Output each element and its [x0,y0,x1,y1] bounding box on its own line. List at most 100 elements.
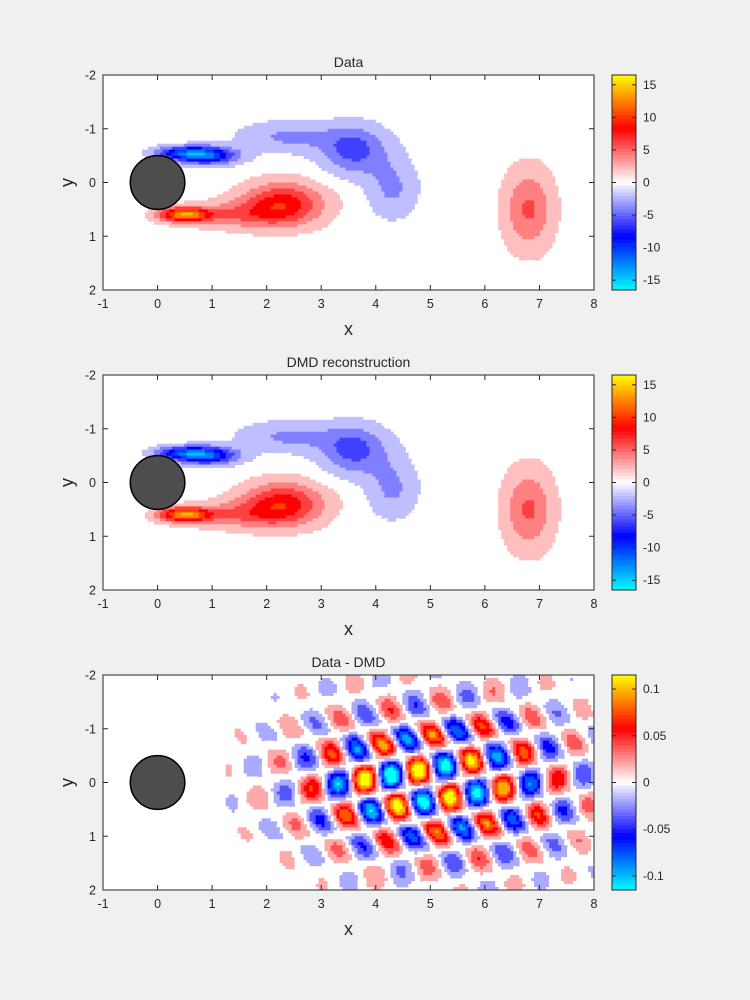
heatmap-cell [273,182,278,186]
heatmap-cell [402,182,406,186]
heatmap-cell [546,236,550,240]
heatmap-cell [525,209,529,213]
heatmap-cell [528,191,532,195]
heatmap-cell [231,146,236,151]
heatmap-cell [231,191,236,195]
heatmap-cell [303,446,307,451]
heatmap-cell [252,137,257,142]
heatmap-cell [342,173,346,177]
heatmap-cell [276,218,281,222]
heatmap-cell [534,473,538,477]
heatmap-cell [156,218,161,222]
heatmap-cell [366,494,370,498]
heatmap-cell [267,422,272,427]
heatmap-cell [369,455,373,460]
heatmap-cell [366,152,370,157]
heatmap-cell [381,449,385,454]
heatmap-cell [375,158,379,162]
heatmap-cell [273,476,278,480]
heatmap-cell [201,500,206,504]
heatmap-cell [282,185,287,189]
heatmap-cell [261,209,266,213]
heatmap-cell [309,419,313,424]
heatmap-cell [243,230,248,234]
heatmap-cell [357,134,361,139]
heatmap-cell [546,467,550,471]
heatmap-cell [294,176,298,180]
heatmap-cell [219,155,224,160]
heatmap-cell [399,167,403,171]
heatmap-cell [330,167,334,171]
heatmap-cell [318,158,322,162]
heatmap-cell [390,437,394,442]
heatmap-cell [231,449,236,454]
heatmap-cell [360,455,364,460]
heatmap-cell [264,476,269,480]
heatmap-cell [270,479,275,483]
heatmap-cell [327,431,331,436]
heatmap-cell [390,179,394,183]
heatmap-cell [291,131,296,136]
heatmap-cell [216,455,221,460]
heatmap-cell [357,482,361,486]
heatmap-cell [513,164,517,168]
heatmap-cell [516,167,520,171]
heatmap-cell [159,146,164,151]
heatmap-cell [291,233,296,237]
heatmap-cell [297,422,301,427]
heatmap-cell [282,203,287,207]
heatmap-cell [510,230,514,234]
heatmap-cell [291,452,296,457]
heatmap-cell [309,155,313,160]
heatmap-cell [255,125,260,130]
heatmap-cell [384,161,388,165]
heatmap-cell [216,221,221,225]
heatmap-cell [507,209,511,213]
heatmap-cell [309,209,313,213]
heatmap-cell [390,194,394,198]
heatmap-cell [156,446,161,451]
heatmap-cell [291,479,296,483]
heatmap-cell [180,164,185,168]
heatmap-cell [393,461,397,465]
heatmap-cell [342,434,346,439]
heatmap-cell [516,218,520,222]
heatmap-cell [531,164,535,168]
heatmap-cell [390,449,394,454]
heatmap-cell [177,161,182,165]
heatmap-cell [411,164,415,168]
heatmap-cell [321,155,325,160]
heatmap-cell [339,140,343,145]
heatmap-cell [555,494,559,498]
heatmap-cell [369,482,373,486]
heatmap-cell [393,494,397,498]
heatmap-cell [246,200,251,204]
heatmap-cell [387,443,391,448]
heatmap-cell [222,194,227,198]
heatmap-cell [399,143,403,148]
heatmap-cell [327,503,331,507]
heatmap-cell [219,224,224,228]
heatmap-cell [336,197,340,201]
heatmap-cell [270,425,275,430]
heatmap-cell [534,164,538,168]
heatmap-cell [348,422,352,427]
heatmap-cell [318,209,322,213]
heatmap-cell [309,488,313,492]
heatmap-cell [381,482,385,486]
heatmap-cell [315,158,319,162]
heatmap-cell [396,164,400,168]
heatmap-cell [372,128,376,133]
heatmap-cell [360,476,364,480]
heatmap-cell [351,155,355,160]
heatmap-cell [183,218,188,222]
heatmap-cell [498,230,502,234]
heatmap-cell [513,230,517,234]
heatmap-cell [279,125,284,130]
heatmap-cell [531,158,535,162]
heatmap-cell [336,431,340,436]
heatmap-cell [369,176,373,180]
heatmap-cell [399,467,403,471]
heatmap-cell [252,446,257,451]
heatmap-cell [336,209,340,213]
